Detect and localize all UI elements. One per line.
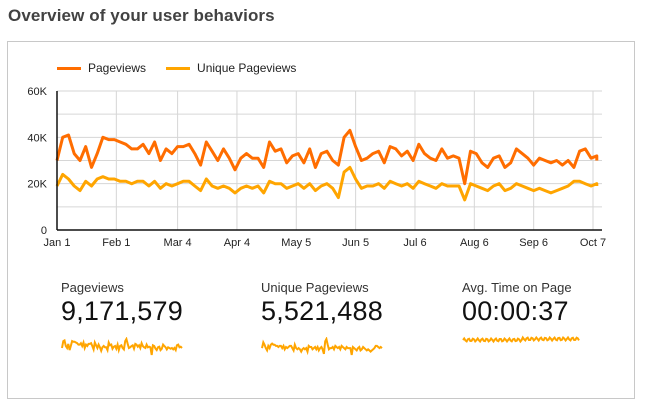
x-tick-label: Jul 6 [403, 237, 426, 249]
kpi-label: Pageviews [61, 280, 124, 295]
legend-label-unique-pageviews: Unique Pageviews [197, 61, 297, 75]
x-tick-label: Feb 1 [102, 237, 130, 249]
kpi-value: 5,521,488 [261, 296, 383, 326]
sparkline-path [61, 337, 183, 356]
y-tick-label: 0 [41, 225, 47, 237]
x-tick-label: Oct 7 [580, 237, 606, 249]
sparkline-path [462, 335, 580, 344]
x-tick-label: May 5 [281, 237, 311, 249]
legend-swatch-unique-pageviews [166, 66, 191, 70]
page-title: Overview of your user behaviors [8, 6, 275, 25]
x-tick-label: Jun 5 [342, 237, 369, 249]
line-chart: Jan 1 Feb 1 Mar 4 Apr 4 May 5 Jun 5 Jul 6 Aug 6… [27, 86, 606, 249]
sparkline-avg-time-on-page [462, 335, 580, 344]
kpi-unique-pageviews: Unique Pageviews 5,521,488 [261, 280, 431, 356]
sparkline-pageviews [61, 337, 183, 356]
y-tick-label: 20K [27, 179, 47, 191]
kpi-value: 9,171,579 [61, 296, 183, 326]
kpi-label: Avg. Time on Page [462, 280, 572, 295]
chart-legend: Pageviews Unique Pageviews [57, 61, 296, 75]
legend-item-pageviews[interactable]: Pageviews [57, 61, 146, 75]
x-tick-label: Jan 1 [44, 237, 71, 249]
x-tick-label: Apr 4 [224, 237, 250, 249]
y-tick-label: 40K [27, 132, 47, 144]
y-tick-label: 60K [27, 86, 47, 98]
kpi-pageviews: Pageviews 9,171,579 [61, 280, 231, 356]
series-line-unique-pageviews [55, 165, 599, 202]
legend-swatch-pageviews [57, 66, 81, 70]
kpi-value: 00:00:37 [462, 296, 569, 326]
kpi-label: Unique Pageviews [261, 280, 369, 295]
series-line-pageviews [55, 128, 599, 186]
kpi-avg-time-on-page: Avg. Time on Page 00:00:37 [462, 280, 632, 344]
overview-card [7, 41, 635, 399]
x-tick-label: Mar 4 [164, 237, 192, 249]
x-tick-label: Aug 6 [460, 237, 489, 249]
x-tick-label: Sep 6 [519, 237, 548, 249]
sparkline-path [261, 337, 383, 356]
sparkline-unique-pageviews [261, 337, 383, 356]
legend-label-pageviews: Pageviews [88, 61, 147, 75]
legend-item-unique-pageviews[interactable]: Unique Pageviews [166, 61, 296, 75]
